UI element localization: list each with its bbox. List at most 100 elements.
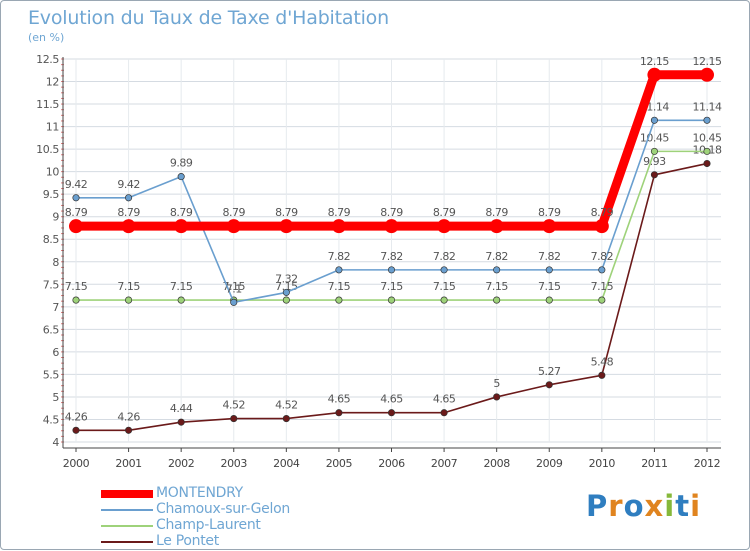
chart-subtitle: (en %) xyxy=(28,31,65,44)
data-point xyxy=(598,371,606,379)
data-label: 7.82 xyxy=(591,250,614,263)
data-point xyxy=(177,418,185,426)
data-label: 7.82 xyxy=(380,250,403,263)
data-point xyxy=(703,159,711,168)
x-tick-label: 2011 xyxy=(641,457,667,470)
data-point xyxy=(545,266,553,274)
data-point xyxy=(174,219,189,234)
data-label: 4.52 xyxy=(223,399,246,412)
data-label: 8.79 xyxy=(275,206,298,219)
data-point xyxy=(125,426,133,434)
data-point xyxy=(384,219,399,234)
y-tick-label: 6.5 xyxy=(43,323,60,336)
data-label: 11.14 xyxy=(693,100,722,113)
data-label: 5.48 xyxy=(591,355,614,368)
logo-letter: r xyxy=(608,489,624,523)
data-point xyxy=(703,116,711,124)
data-point xyxy=(703,147,711,155)
data-label: 9.42 xyxy=(65,178,88,191)
chart-title: Evolution du Taux de Taxe d'Habitation xyxy=(28,7,389,29)
data-point xyxy=(69,219,83,234)
data-label: 8.79 xyxy=(538,206,561,219)
data-point xyxy=(230,415,238,423)
data-point xyxy=(387,266,396,274)
x-tick-label: 2003 xyxy=(221,457,248,470)
data-point xyxy=(177,173,185,181)
data-label: 12.15 xyxy=(693,55,722,68)
data-point xyxy=(335,266,343,274)
data-label: 7.15 xyxy=(117,280,140,293)
data-label: 7.15 xyxy=(328,280,351,293)
data-point xyxy=(125,194,133,202)
data-label: 9.42 xyxy=(117,178,140,191)
logo-letter: o xyxy=(623,489,645,523)
data-label: 7.15 xyxy=(380,280,403,293)
data-label: 4.26 xyxy=(117,410,140,423)
legend-swatch-champ-laurent xyxy=(101,525,153,527)
legend-swatch-le-pontet xyxy=(101,541,153,543)
data-point xyxy=(598,296,606,304)
data-point xyxy=(121,219,136,234)
data-point xyxy=(440,266,448,274)
y-tick-label: 8 xyxy=(52,256,59,269)
data-point xyxy=(437,219,452,234)
data-label: 4.65 xyxy=(328,393,351,406)
data-point xyxy=(335,296,343,304)
data-label: 8.79 xyxy=(328,206,351,219)
data-label: 8.79 xyxy=(485,206,508,219)
x-tick-label: 2000 xyxy=(63,457,90,470)
legend-swatch-montendry xyxy=(101,490,153,498)
proxiti-logo: Proxiti xyxy=(586,489,701,523)
data-label: 7.82 xyxy=(328,250,351,263)
data-point xyxy=(125,296,133,304)
data-label: 7.15 xyxy=(485,280,508,293)
x-tick-label: 2009 xyxy=(536,457,563,470)
data-label: 7.15 xyxy=(591,280,614,293)
data-label: 10.45 xyxy=(640,131,669,144)
y-tick-label: 10.5 xyxy=(36,143,59,156)
y-tick-label: 5 xyxy=(52,391,59,404)
data-label: 9.93 xyxy=(643,155,666,168)
data-label: 7.82 xyxy=(433,250,456,263)
data-point xyxy=(226,219,241,234)
x-tick-label: 2007 xyxy=(431,457,458,470)
data-label: 7.15 xyxy=(170,280,193,293)
y-tick-label: 12.5 xyxy=(36,53,59,66)
y-tick-label: 7.5 xyxy=(43,278,60,291)
y-tick-label: 6 xyxy=(52,346,59,359)
data-label: 7.15 xyxy=(65,280,88,293)
y-tick-label: 8.5 xyxy=(43,233,60,246)
data-point xyxy=(493,296,501,304)
data-label: 7.82 xyxy=(538,250,561,263)
data-point xyxy=(598,266,606,274)
data-point xyxy=(545,296,553,304)
x-tick-label: 2010 xyxy=(589,457,616,470)
x-tick-label: 2012 xyxy=(694,457,720,470)
data-label: 8.79 xyxy=(591,206,614,219)
data-label: 4.65 xyxy=(380,393,403,406)
y-tick-label: 10 xyxy=(46,166,60,179)
data-point xyxy=(650,147,658,155)
legend-label-champ-laurent: Champ-Laurent xyxy=(156,517,261,533)
data-point xyxy=(387,409,396,417)
data-point xyxy=(594,219,609,234)
data-label: 8.79 xyxy=(380,206,403,219)
data-point xyxy=(282,415,290,423)
data-point xyxy=(489,219,504,234)
logo-letter: t xyxy=(675,489,691,523)
data-label: 10.45 xyxy=(693,131,722,144)
x-tick-label: 2005 xyxy=(326,457,353,470)
data-label: 5.27 xyxy=(538,365,561,378)
data-point xyxy=(282,288,290,296)
y-tick-label: 11.5 xyxy=(36,98,59,111)
data-label: 8.79 xyxy=(433,206,456,219)
y-tick-label: 7 xyxy=(52,301,59,314)
data-label: 7.1 xyxy=(226,282,242,295)
data-point xyxy=(72,194,80,202)
data-point xyxy=(72,426,80,434)
data-point xyxy=(493,393,501,401)
data-point xyxy=(387,296,396,304)
y-tick-label: 4.5 xyxy=(43,413,60,426)
data-point xyxy=(700,67,714,82)
data-label: 4.65 xyxy=(433,393,456,406)
